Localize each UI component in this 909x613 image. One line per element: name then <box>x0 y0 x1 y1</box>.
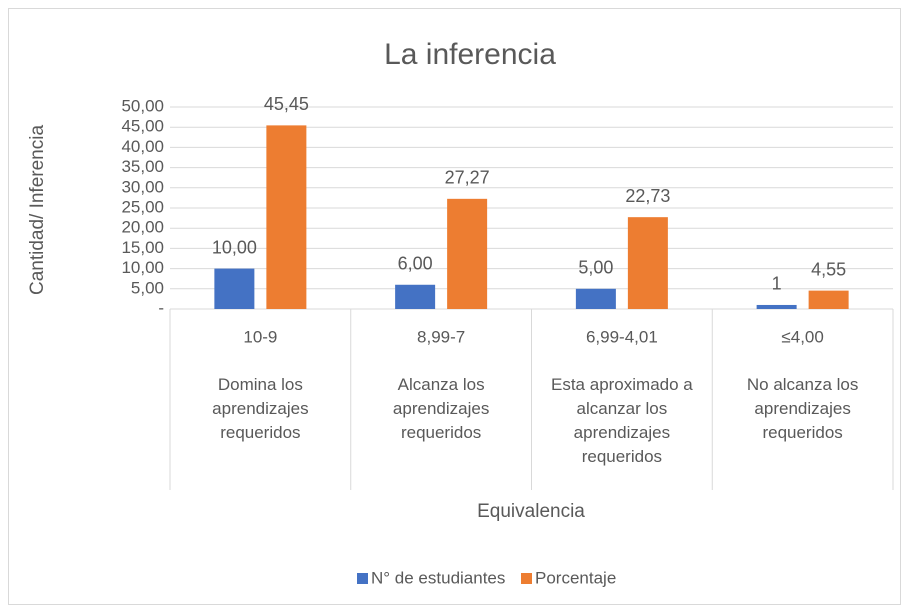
legend-label: Porcentaje <box>535 568 616 587</box>
category-description: Alcanza los aprendizajes requeridos <box>392 375 490 442</box>
category-description: No alcanza los aprendizajes requeridos <box>746 375 859 442</box>
y-tick-label: 50,00 <box>121 96 164 115</box>
data-label: 1 <box>772 274 782 294</box>
legend-swatch <box>521 573 532 584</box>
bar <box>575 288 616 309</box>
data-label: 45,45 <box>264 94 309 114</box>
category-description: Esta aproximado a alcanzar los aprendiza… <box>551 375 693 466</box>
bar <box>266 125 307 309</box>
bar <box>214 268 255 309</box>
x-tick-label: 6,99-4,01 <box>586 327 658 346</box>
bar <box>395 284 436 309</box>
y-tick-label: 5,00 <box>131 278 164 297</box>
bar <box>756 304 797 309</box>
chart-title: La inferencia <box>384 38 556 71</box>
y-tick-label: 25,00 <box>121 197 164 216</box>
x-axis-title: Equivalencia <box>477 501 585 522</box>
data-label: 4,55 <box>811 259 846 279</box>
y-tick-label: 40,00 <box>121 137 164 156</box>
x-tick-label: 8,99-7 <box>417 327 465 346</box>
y-tick-label: 30,00 <box>121 177 164 196</box>
data-label: 22,73 <box>625 186 670 206</box>
y-tick-label: 20,00 <box>121 218 164 237</box>
data-label: 27,27 <box>445 168 490 188</box>
bar <box>627 217 668 309</box>
y-tick-label: 35,00 <box>121 157 164 176</box>
y-tick-label: 15,00 <box>121 238 164 257</box>
y-axis-title: Cantidad/ Inferencia <box>27 125 48 295</box>
bar <box>808 290 849 309</box>
category-description: Domina los aprendizajes requeridos <box>212 375 309 442</box>
data-label: 6,00 <box>398 254 433 274</box>
x-tick-label: ≤4,00 <box>781 327 823 346</box>
legend-label: N° de estudiantes <box>371 568 505 587</box>
data-label: 10,00 <box>212 237 257 257</box>
y-tick-label: - <box>158 298 164 317</box>
y-tick-label: 10,00 <box>121 258 164 277</box>
data-label: 5,00 <box>578 258 613 278</box>
y-tick-label: 45,00 <box>121 117 164 136</box>
legend-swatch <box>357 573 368 584</box>
bar <box>447 198 488 309</box>
x-tick-label: 10-9 <box>243 327 277 346</box>
